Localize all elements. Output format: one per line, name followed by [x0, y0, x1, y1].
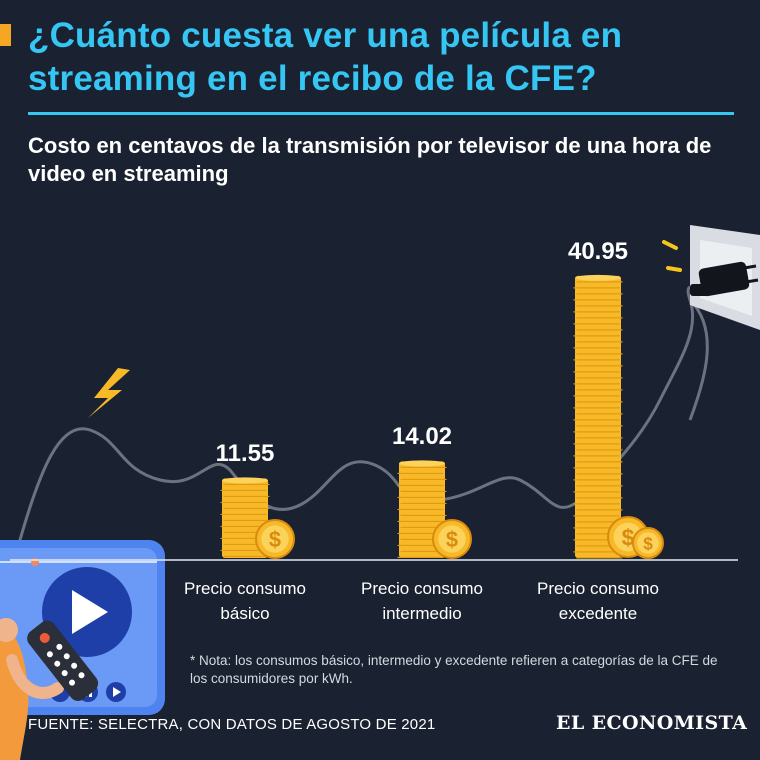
data-label: 40.95 — [567, 237, 629, 265]
lightning-bolt-icon — [88, 368, 130, 418]
category-label-line: excedente — [558, 604, 638, 623]
category-label-line: Precio consumo — [361, 579, 483, 598]
brand-logo: EL ECONOMISTA — [556, 712, 748, 734]
accent-bar — [0, 24, 11, 46]
category-label-line: Precio consumo — [537, 579, 659, 598]
category-label-line: básico — [220, 604, 270, 623]
category-label: Precio consumo intermedio — [327, 576, 517, 626]
category-label: Precio consumo básico — [150, 576, 340, 626]
svg-text:$: $ — [446, 527, 458, 552]
svg-text:$: $ — [643, 533, 653, 553]
source-text: FUENTE: SELECTRA, CON DATOS DE AGOSTO DE… — [28, 716, 436, 733]
data-label: 14.02 — [391, 423, 453, 451]
svg-text:$: $ — [622, 524, 635, 550]
bar-3 — [573, 274, 623, 559]
category-label-line: intermedio — [382, 604, 462, 623]
person-illustration — [0, 618, 99, 760]
svg-text:$: $ — [269, 527, 281, 552]
title-divider — [28, 112, 734, 115]
dollar-coin-icon: $ — [255, 519, 295, 559]
bars-group: $ $ $ $ — [220, 274, 664, 559]
power-plug-icon — [662, 225, 760, 330]
data-label: 11.55 — [215, 440, 275, 468]
category-label-line: Precio consumo — [184, 579, 306, 598]
cable-wire — [18, 285, 702, 542]
category-label: Precio consumo excedente — [503, 576, 693, 626]
remote-control-icon — [27, 620, 99, 701]
footnote: * Nota: los consumos básico, intermedio … — [190, 653, 718, 686]
dollar-coin-icon: $ — [432, 519, 472, 559]
dollar-coin-icon: $ — [632, 527, 664, 559]
media-player-illustration — [0, 540, 165, 715]
page-title: ¿Cuánto cuesta ver una película en strea… — [28, 16, 623, 98]
chart-subtitle: Costo en centavos de la transmisión por … — [28, 133, 712, 186]
